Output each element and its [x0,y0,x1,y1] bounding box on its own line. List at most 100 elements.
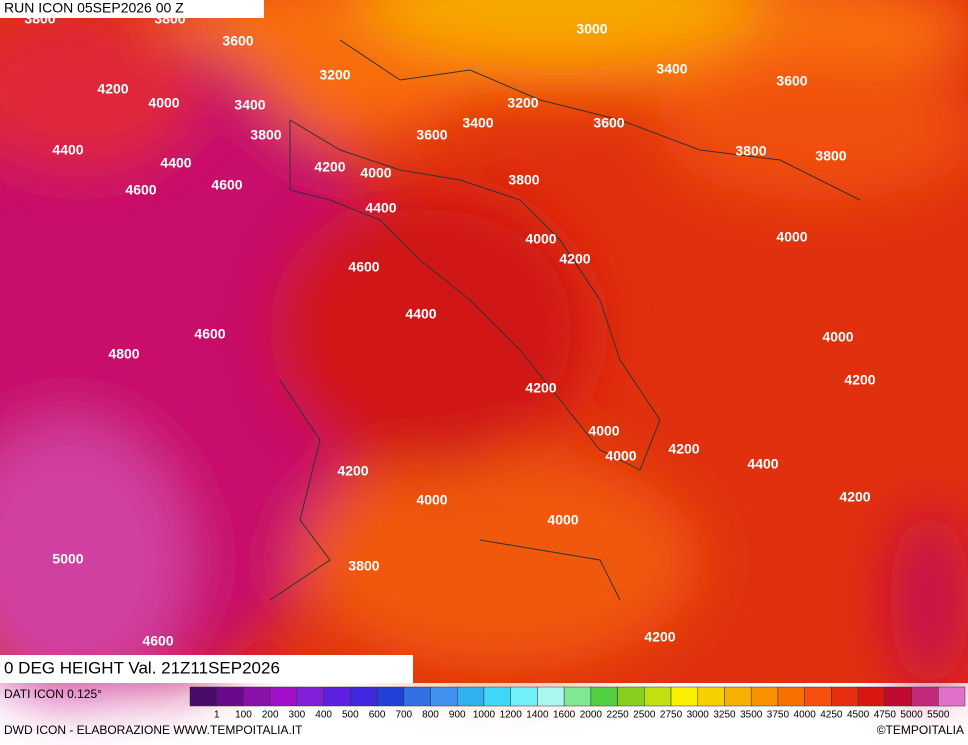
contour-label: 4000 [588,423,619,439]
contour-label: 4600 [194,326,225,342]
legend-swatch [243,686,271,707]
legend-swatch [911,686,939,707]
contour-label: 5000 [52,551,83,567]
contour-label: 3400 [234,97,265,113]
contour-label: 4200 [314,159,345,175]
legend-swatch [590,686,618,707]
contour-label: 3800 [815,148,846,164]
contour-label: 4200 [97,81,128,97]
legend-label: 1400 [526,710,549,721]
legend-label: 400 [315,710,332,721]
contour-label: 4000 [360,165,391,181]
legend-swatch [831,686,859,707]
legend-label: 3000 [687,710,710,721]
legend-label: 100 [235,710,252,721]
legend-label: 900 [449,710,466,721]
legend-swatch [430,686,458,707]
contour-label: 4000 [605,448,636,464]
contour-label: 4000 [525,231,556,247]
contour-label: 4200 [839,489,870,505]
contour-label: 3600 [416,127,447,143]
contour-label: 3200 [319,67,350,83]
contour-label: 4600 [211,177,242,193]
contour-label: 3800 [250,127,281,143]
legend-swatch [724,686,752,707]
contour-label: 4200 [668,441,699,457]
legend-label: 200 [262,710,279,721]
legend-label: 4500 [847,710,870,721]
legend-swatch [670,686,699,707]
header-box [0,0,264,18]
legend-label: 300 [289,710,306,721]
valid-box [0,655,413,683]
contour-label: 4200 [644,629,675,645]
legend-swatch [884,686,912,707]
legend-swatch [403,686,431,707]
contour-label: 4400 [747,456,778,472]
valid-label: 0 DEG HEIGHT Val. 21Z11SEP2026 [4,658,280,677]
legend-label: 1200 [500,710,523,721]
contour-label: 3600 [593,115,624,131]
contour-label: 3000 [576,21,607,37]
legend-swatch [697,686,725,707]
contour-label: 4400 [405,306,436,322]
credit-label: DWD ICON - ELABORAZIONE WWW.TEMPOITALIA.… [4,723,303,737]
source-label: DATI ICON 0.125° [4,687,102,701]
legend-swatch [189,686,217,707]
contour-label: 4600 [125,182,156,198]
legend-swatch [376,686,405,707]
contour-label: 3800 [348,558,379,574]
legend-label: 700 [395,710,412,721]
legend-swatch [777,686,805,707]
legend-swatch [483,686,511,707]
contour-label: 3600 [776,73,807,89]
legend-swatch [644,686,672,707]
legend-swatch [296,686,324,707]
legend-label: 2750 [660,710,683,721]
legend-swatch [456,686,485,707]
contour-label: 3400 [656,61,687,77]
legend-swatch [269,686,298,707]
map-field [0,0,968,700]
contour-label: 4200 [559,251,590,267]
legend-label: 5500 [927,710,950,721]
legend-swatch [857,686,886,707]
legend-label: 2000 [580,710,603,721]
contour-label: 4000 [822,329,853,345]
contour-label: 4800 [108,346,139,362]
contour-label: 4400 [52,142,83,158]
legend-swatch [323,686,351,707]
legend-swatch [563,686,592,707]
legend-label: 5000 [900,710,923,721]
legend-label: 3250 [713,710,736,721]
legend-swatch [537,686,565,707]
contour-label: 3800 [508,172,539,188]
legend-label: 500 [342,710,359,721]
legend-label: 1600 [553,710,576,721]
legend-swatch [510,686,538,707]
contour-label: 4000 [776,229,807,245]
contour-label: 3400 [462,115,493,131]
contour-label: 4600 [142,633,173,649]
contour-label: 4600 [348,259,379,275]
run-label: RUN ICON 05SEP2026 00 Z [4,0,184,16]
contour-label: 3200 [507,95,538,111]
contour-label: 4000 [547,512,578,528]
legend-label: 600 [369,710,386,721]
legend-label: 800 [422,710,439,721]
legend-swatch [750,686,779,707]
legend-label: 1 [214,710,220,721]
copyright-label: ©TEMPOITALIA [877,723,964,737]
contour-label: 4400 [365,200,396,216]
legend-label: 4250 [820,710,843,721]
contour-label: 3600 [222,33,253,49]
legend-swatch [617,686,645,707]
legend-label: 4750 [874,710,897,721]
legend-label: 3750 [767,710,790,721]
legend-label: 2500 [633,710,656,721]
legend-label: 3500 [740,710,763,721]
legend-swatch [804,686,832,707]
